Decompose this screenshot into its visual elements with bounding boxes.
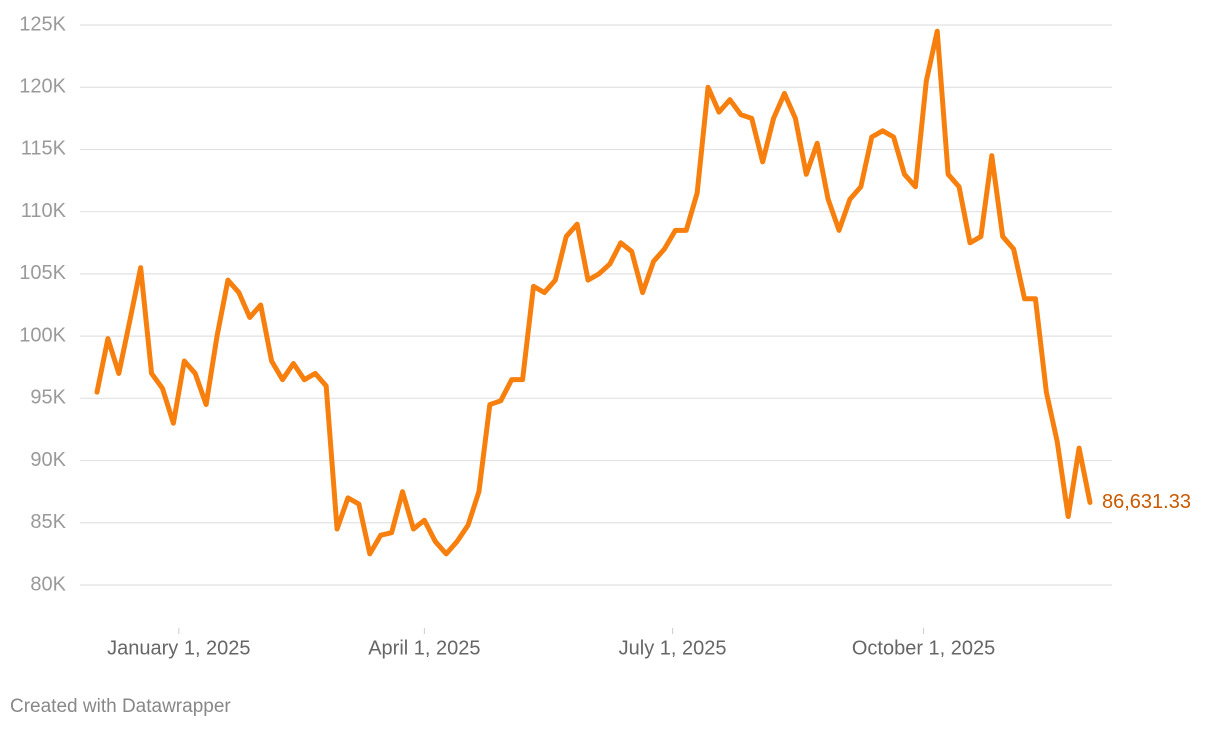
x-tick-label: July 1, 2025 [619,637,727,659]
y-tick-label: 110K [21,200,67,222]
y-tick-label: 85K [30,511,66,533]
y-tick-label: 105K [19,262,66,284]
y-tick-label: 115K [21,138,67,160]
x-tick-label: April 1, 2025 [368,637,480,659]
y-tick-label: 80K [30,573,66,595]
price-line [94,28,1093,557]
y-tick-label: 90K [30,449,66,471]
y-tick-label: 120K [19,76,66,98]
x-tick-label: October 1, 2025 [852,637,995,659]
footer: Created with Datawrapper [10,696,231,717]
x-tick-label: January 1, 2025 [107,637,250,659]
y-tick-label: 95K [30,387,66,409]
y-tick-label: 125K [19,13,66,35]
y-tick-label: 100K [19,324,66,346]
end-value-label: 86,631.33 [1102,491,1191,513]
